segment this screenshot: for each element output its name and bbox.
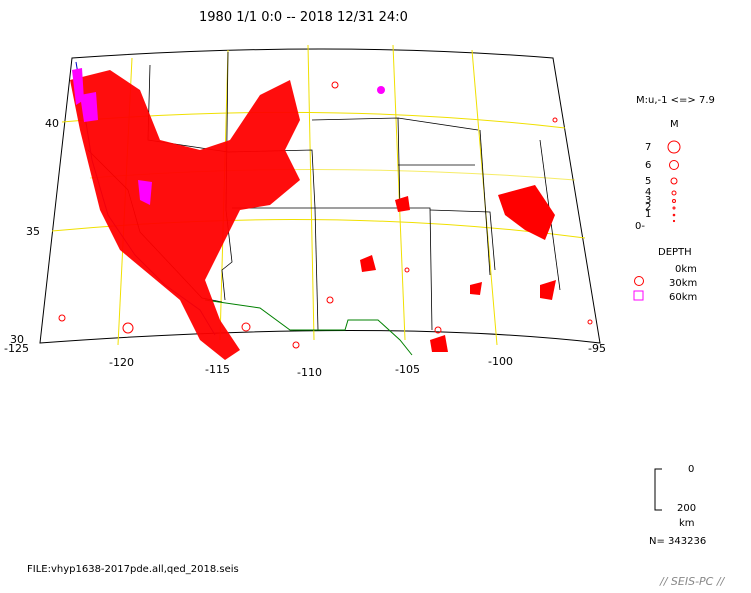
- mexico-border: [204, 299, 413, 356]
- lat-label-35: 35: [26, 225, 40, 238]
- depth-30km-circle: [634, 276, 644, 286]
- lon-label-110: -110: [297, 366, 322, 379]
- magnitude-scale-2: 2: [645, 202, 652, 213]
- magnitude-scale-1: 1: [645, 209, 652, 220]
- lon-label-100: -100: [488, 355, 513, 368]
- magnitude-scale-6: 6: [645, 160, 652, 171]
- magnitude-scale-5: 5: [645, 176, 652, 187]
- depth-title: DEPTH: [658, 247, 692, 258]
- depth-60km-square: [633, 290, 644, 301]
- depth-label-30km: 30km: [669, 278, 698, 289]
- lon-label-95: -95: [588, 342, 606, 355]
- depth-label-60km: 60km: [669, 292, 698, 303]
- depth-scale-bottom: 200: [677, 503, 697, 514]
- depth-scale-unit: km: [679, 518, 695, 529]
- lon-label-105: -105: [395, 363, 420, 376]
- magnitude-title: M: [670, 119, 679, 130]
- lat-label-40: 40: [45, 117, 59, 130]
- magnitude-scale-3: 3: [645, 195, 652, 206]
- deep-events: [72, 68, 385, 205]
- brand-label: // SEIS-PC //: [660, 575, 725, 588]
- magnitude-legend-symbols: [667, 140, 681, 223]
- magnitude-range: M:u,-1 <=> 7.9: [636, 95, 715, 106]
- seismic-events: [70, 70, 556, 360]
- scattered-events: [58, 81, 593, 349]
- magnitude-scale-4: 4: [645, 187, 652, 198]
- lon-label-125: -125: [4, 342, 29, 355]
- lon-label-115: -115: [205, 363, 230, 376]
- file-label: FILE:vhyp1638-2017pde.all,qed_2018.seis: [27, 564, 239, 575]
- depth-scale-bar: [654, 468, 662, 511]
- map-title: 1980 1/1 0:0 -- 2018 12/31 24:0: [199, 10, 408, 25]
- depth-scale-top: 0: [688, 464, 695, 475]
- magnitude-scale-7: 7: [645, 142, 652, 153]
- event-count: N= 343236: [649, 536, 707, 547]
- lon-label-120: -120: [109, 356, 134, 369]
- magnitude-scale-0: 0-: [635, 221, 645, 232]
- lat-label-30: 30: [10, 333, 24, 346]
- depth-label-0km: 0km: [675, 264, 697, 275]
